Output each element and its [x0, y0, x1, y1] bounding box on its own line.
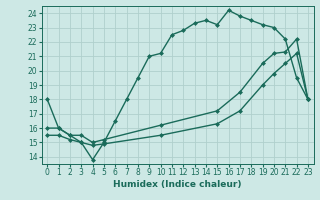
- X-axis label: Humidex (Indice chaleur): Humidex (Indice chaleur): [113, 180, 242, 189]
